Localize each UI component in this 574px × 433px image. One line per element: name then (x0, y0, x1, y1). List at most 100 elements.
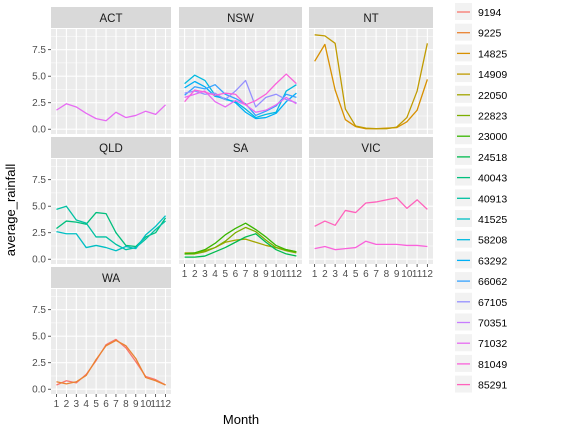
legend-label: 81049 (478, 359, 507, 371)
legend-label: 23000 (478, 131, 507, 143)
facet-strip (51, 7, 171, 28)
series-line-14909 (314, 34, 428, 130)
x-tick-label: 10 (401, 269, 413, 280)
legend-label: 40043 (478, 173, 507, 185)
y-tick-label: 2.5 (32, 228, 46, 239)
legend-item: 67105 (455, 292, 507, 310)
series-line-67105 (184, 79, 297, 108)
legend-item: 22823 (455, 106, 507, 124)
legend-label: 40913 (478, 193, 507, 205)
x-tick-label: 4 (212, 269, 218, 280)
legend-item: 14825 (455, 44, 507, 62)
x-tick-label: 11 (412, 269, 423, 280)
legend-item: 24518 (455, 147, 507, 165)
series-line-22823 (184, 226, 297, 255)
x-tick-label: 12 (422, 269, 434, 280)
facet-strip-label: VIC (361, 143, 380, 155)
legend-label: 41525 (478, 214, 507, 226)
legend-label: 14909 (478, 69, 507, 81)
x-tick-label: 12 (291, 269, 303, 280)
y-tick-label: 5.0 (32, 202, 46, 213)
panel-background (51, 29, 171, 134)
legend-item: 23000 (455, 127, 507, 145)
series-line-40913 (56, 205, 166, 251)
legend-item: 41525 (455, 210, 507, 227)
y-tick-label: 2.5 (32, 98, 46, 109)
x-tick-label: 6 (363, 269, 369, 280)
series-line-23000 (184, 222, 297, 255)
legend-label: 9225 (478, 28, 502, 40)
legend-item: 58208 (455, 230, 507, 248)
facet-strip-label: ACT (100, 13, 123, 25)
facet-strip (309, 7, 433, 28)
x-tick-label: 5 (353, 269, 359, 280)
y-tick-label: 7.5 (32, 45, 46, 56)
legend-label: 71032 (478, 338, 507, 350)
legend-item: 40043 (455, 168, 507, 186)
legend-item: 22050 (455, 85, 507, 103)
legend-label: 58208 (478, 235, 507, 247)
x-tick-label: 8 (384, 269, 390, 280)
y-tick-label: 5.0 (32, 72, 46, 83)
y-tick-label: 7.5 (32, 175, 46, 186)
x-tick-label: 10 (140, 399, 152, 410)
series-line-63292 (184, 80, 297, 120)
legend-item: 71032 (455, 334, 507, 352)
x-tick-label: 8 (253, 269, 259, 280)
legend-label: 70351 (478, 318, 507, 330)
legend-label: 14825 (478, 48, 507, 60)
x-tick-label: 11 (150, 399, 161, 410)
facet-strip (309, 137, 433, 158)
series-line-24518 (184, 233, 297, 258)
y-axis-title: average_rainfall (3, 164, 18, 257)
x-tick-label: 4 (343, 269, 349, 280)
legend-item: 85291 (455, 375, 507, 393)
facet-panel-nt: NT (309, 7, 433, 134)
legend-item: 66062 (455, 272, 507, 290)
x-tick-label: 5 (222, 269, 228, 280)
series-line-58208 (184, 74, 297, 119)
series-line-70351 (56, 103, 167, 122)
y-tick-label: 7.5 (32, 305, 46, 316)
x-tick-label: 9 (394, 269, 400, 280)
legend-item: 9194 (455, 3, 502, 20)
panel-background (51, 159, 171, 264)
legend-item: 81049 (455, 354, 507, 372)
facet-panel-act: ACT 0.0 2.5 5.0 7.5 (32, 7, 171, 136)
series-line-41525 (56, 215, 167, 252)
facet-panel-qld: QLD 0.0 2.5 5.0 7.5 (32, 137, 171, 266)
legend-item: 40913 (455, 189, 507, 207)
x-tick-label: 3 (74, 399, 80, 410)
legend-label: 9194 (478, 7, 502, 19)
legend-label: 24518 (478, 152, 507, 164)
panel-background (179, 159, 302, 264)
legend-item: 9225 (455, 23, 502, 41)
x-tick-label: 9 (263, 269, 269, 280)
x-tick-label: 9 (133, 399, 139, 410)
x-tick-label: 7 (243, 269, 249, 280)
legend-label: 85291 (478, 380, 507, 392)
facet-strip-label: NSW (227, 13, 254, 25)
facet-panel-nsw: NSW (179, 7, 302, 134)
facet-strip (179, 7, 302, 28)
facet-strip (51, 267, 171, 288)
y-tick-label: 0.0 (32, 385, 46, 396)
x-tick-label: 12 (160, 399, 172, 410)
facet-strip-label: NT (363, 13, 378, 25)
x-tick-label: 2 (322, 269, 328, 280)
x-tick-label: 6 (103, 399, 109, 410)
facet-panel-sa: SA1 2 3 4 5 6 7 8 9 10 11 12 (179, 137, 302, 280)
legend-item: 63292 (455, 251, 507, 269)
facet-strip-label: WA (102, 273, 120, 285)
x-tick-label: 1 (54, 399, 60, 410)
x-tick-label: 2 (64, 399, 70, 410)
series-line-81049 (314, 240, 428, 251)
legend-label: 67105 (478, 297, 507, 309)
x-tick-label: 1 (182, 269, 188, 280)
x-tick-label: 11 (281, 269, 292, 280)
series-line-81049 (184, 73, 297, 106)
legend-label: 22050 (478, 90, 507, 102)
legend-label: 22823 (478, 111, 507, 123)
x-tick-label: 8 (123, 399, 129, 410)
